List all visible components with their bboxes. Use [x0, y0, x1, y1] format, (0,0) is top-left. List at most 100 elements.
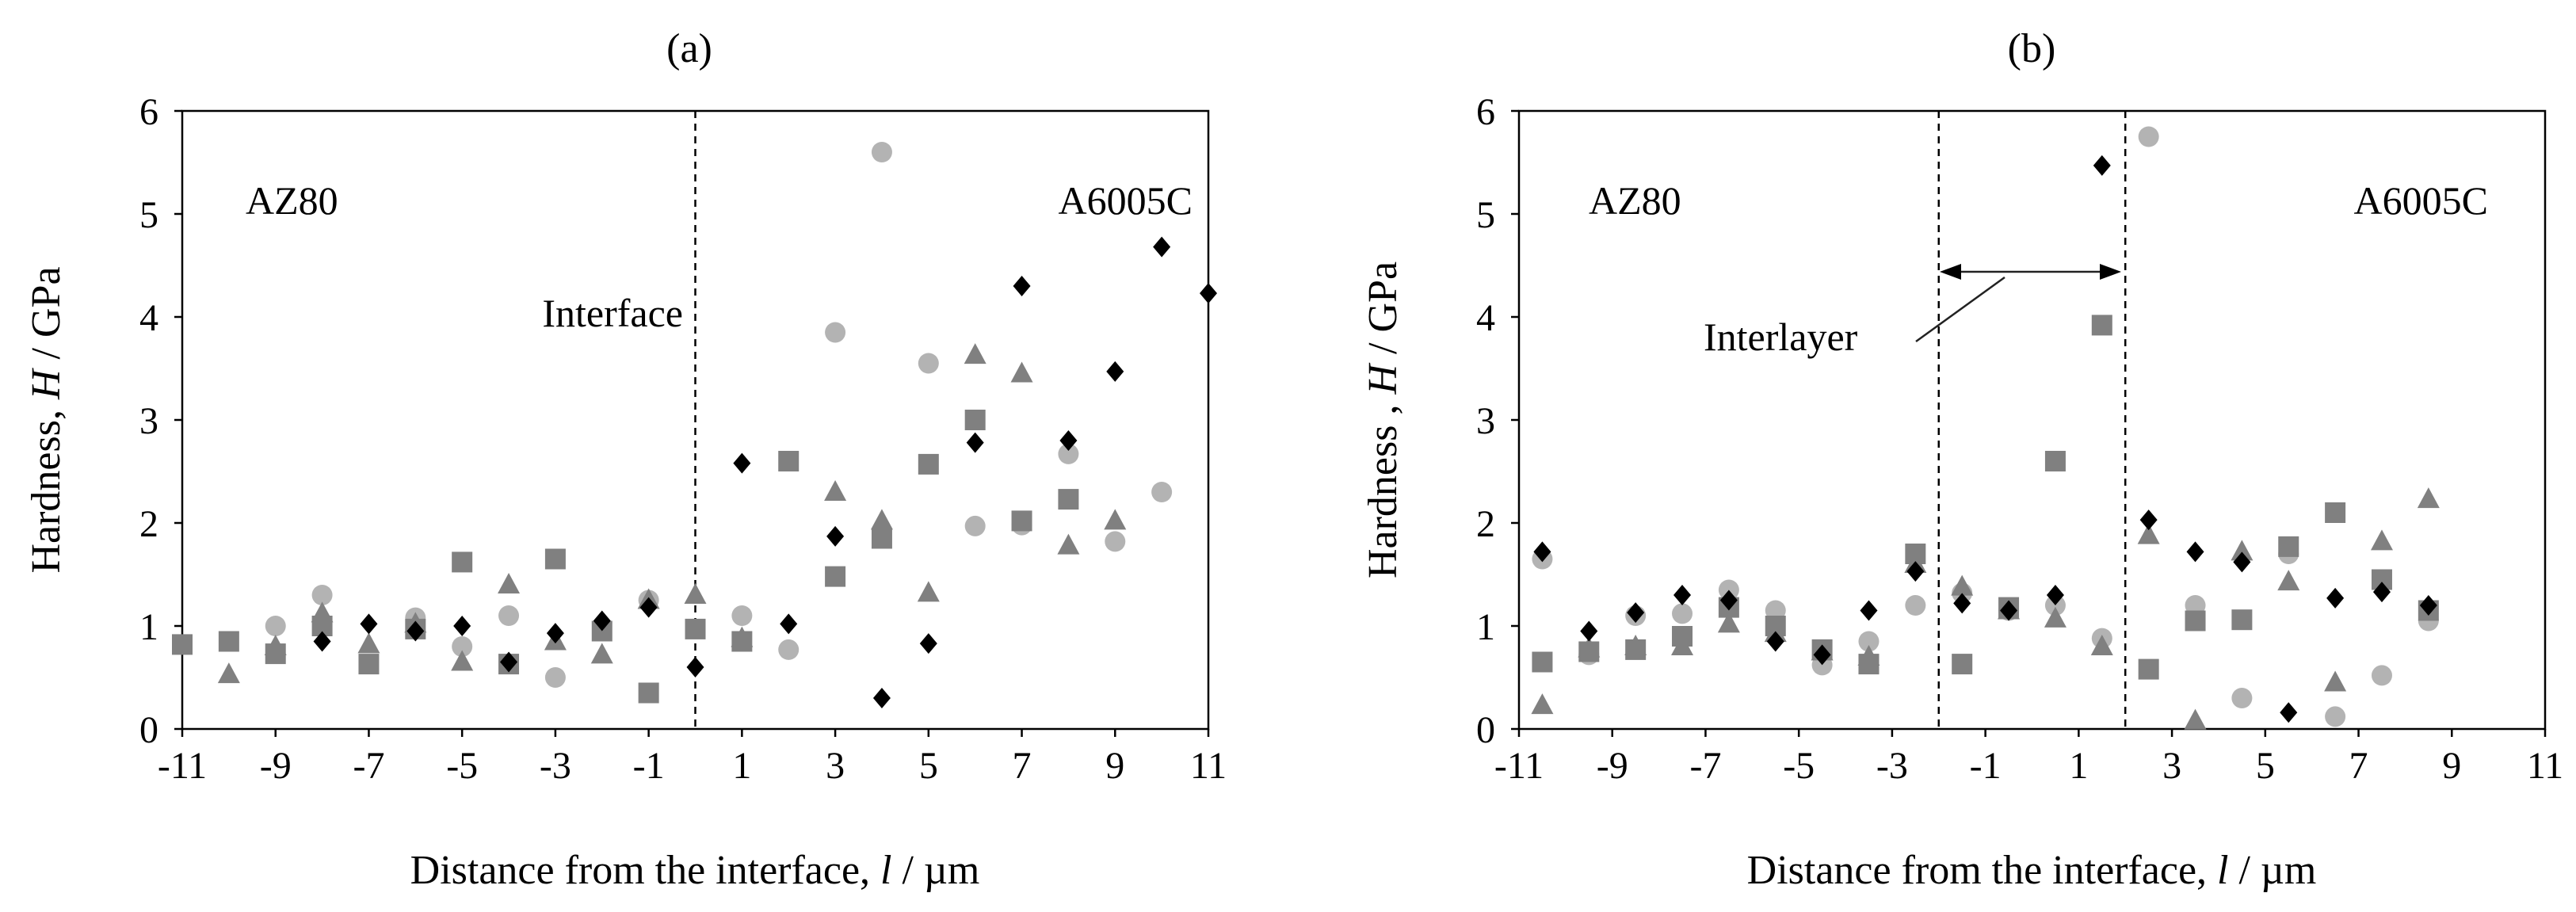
panel-a-diamond-point: [360, 613, 378, 635]
panel-b-xlabel-var: l: [2217, 848, 2228, 893]
panel-b-triangle-point: [2184, 708, 2207, 730]
panel-a-ylabel-var: H: [24, 368, 69, 400]
panel-a-x-tick-label: -5: [446, 745, 478, 787]
panel-a-diamond-point: [546, 623, 564, 644]
panel-b-diamond-point: [2419, 595, 2437, 616]
panel-b-diamond-point: [1627, 602, 1645, 624]
panel-a-square-point: [1011, 510, 1032, 532]
panel-b-x-tick-label: -1: [1970, 745, 2002, 787]
panel-b-y-axis-title: Hardness , H / GPa: [1361, 261, 1406, 578]
panel-b-y-tick-label: 0: [1476, 709, 1495, 751]
panel-a-triangle-point: [870, 509, 893, 530]
panel-b-square-point: [2138, 658, 2159, 680]
panel-b-x-tick-label: -9: [1597, 745, 1628, 787]
panel-b-square-point: [2325, 502, 2346, 523]
panel-a-ylabel-text: Hardness,: [24, 399, 69, 574]
panel-b-circle-point: [1858, 631, 1880, 652]
panel-a-square-point: [172, 634, 193, 655]
panel-a-circle-point: [1105, 531, 1126, 552]
interlayer-width-arrow: [1915, 264, 2121, 343]
panel-b-triangle-point: [2277, 570, 2300, 591]
panel-a-circle-point: [452, 636, 473, 657]
panel-b-triangle-point: [1531, 693, 1554, 715]
panel-a-square-point: [358, 654, 380, 675]
panel-b-diamond-point: [1580, 620, 1598, 642]
panel-b-diamond-point: [2046, 585, 2064, 605]
panel-a-diamond-point: [686, 657, 704, 677]
panel-b-circle-point: [2325, 706, 2346, 727]
panel-a-circle-point: [498, 605, 520, 626]
panel-b-diamond-point: [2280, 702, 2298, 723]
panel-a-diamond-point: [593, 610, 611, 632]
panel-b-interlayer-lines-group: [1937, 111, 2127, 729]
panel-a-diamond-point: [780, 613, 798, 635]
panel-a-diamond-point: [733, 452, 751, 474]
panel-a-square-point: [871, 528, 892, 549]
panel-a-circle-point: [311, 585, 333, 605]
panel-a-y-tick-label: 6: [139, 91, 158, 133]
panel-a-triangle-point: [217, 662, 240, 684]
panel-a-triangle-point: [824, 480, 847, 501]
panel-b-diamond-point: [2372, 582, 2391, 603]
panel-b-region-label-a6005c: A6005C: [2354, 178, 2488, 223]
panel-a-marks: [172, 142, 1217, 708]
panel-a-region-label-a6005c: A6005C: [1059, 178, 1193, 223]
panel-b-diamond-point: [1813, 644, 1831, 666]
interlayer-leader-line: [1915, 276, 2005, 343]
panel-a-square-point: [265, 643, 286, 665]
panel-b-y-tick-label: 3: [1476, 400, 1495, 442]
panel-a-x-tick-label: -1: [633, 745, 665, 787]
panel-b-triangle-point: [2044, 606, 2067, 628]
panel-a-y-tick-label: 4: [139, 297, 158, 339]
panel-b-triangle-point: [2137, 523, 2160, 544]
panel-a-circle-point: [544, 667, 566, 688]
panel-a-diamond-point: [500, 651, 518, 673]
panel-b-ylabel-text: Hardness ,: [1361, 395, 1406, 579]
panel-b-x-tick-label: -11: [1494, 745, 1544, 787]
panel-b-square-point: [1672, 626, 1693, 647]
panel-b-diamond-point: [2233, 551, 2251, 573]
panel-b-square-point: [1578, 641, 1600, 662]
panel-b-square-point: [1858, 654, 1880, 675]
panel-b-square-point: [1532, 651, 1553, 673]
panel-a-square-point: [638, 682, 659, 704]
panel-b-x-axis-title: Distance from the interface, l / µm: [1747, 848, 2317, 893]
panel-a-diamond-point: [966, 432, 984, 453]
panel-a-x-tick-label: -11: [158, 745, 207, 787]
panel-b-diamond-point: [1906, 561, 1925, 582]
panel-a-circle-point: [265, 616, 286, 636]
panel-b-title: (b): [2008, 26, 2056, 71]
panel-a-square-point: [544, 548, 566, 570]
panel-b-square-point: [2278, 536, 2299, 557]
panel-b-xlabel-text: Distance from the interface,: [1747, 848, 2217, 893]
panel-a-y-tick-label: 5: [139, 194, 158, 236]
panel-a-square-point: [218, 631, 239, 652]
panel-b-diamond-point: [1533, 541, 1551, 563]
panel-a-xlabel-unit: / µm: [891, 848, 979, 893]
panel-b-x-tick-label: -5: [1783, 745, 1815, 787]
panel-a-x-tick-label: 7: [1013, 745, 1032, 787]
panel-b-xlabel-unit: / µm: [2228, 848, 2316, 893]
panel-a-title: (a): [666, 26, 712, 71]
panel-b-x-tick-label: 1: [2069, 745, 2088, 787]
panel-a-x-tick-label: 9: [1105, 745, 1124, 787]
panel-a-square-point: [452, 551, 473, 573]
panel-a-triangle-point: [1057, 533, 1080, 555]
panel-b-x-tick-label: 7: [2349, 745, 2368, 787]
panel-a-x-tick-label: -9: [260, 745, 292, 787]
panel-a-xlabel-var: l: [880, 848, 891, 893]
panel-b-triangle-point: [1717, 612, 1740, 633]
panel-a-triangle-point: [964, 343, 987, 364]
panel-a-circle-point: [731, 605, 753, 626]
panel-b-x-tick-label: -7: [1689, 745, 1721, 787]
panel-a-circle-point: [825, 322, 846, 343]
panel-a-triangle-point: [1104, 509, 1127, 530]
panel-a-triangle-point: [917, 581, 940, 602]
panel-b-x-tick-label: -3: [1876, 745, 1908, 787]
panel-b-square-point: [2185, 610, 2206, 632]
panel-a-diamond-point: [639, 597, 658, 618]
panel-a-diamond-point: [406, 620, 425, 642]
panel-b-diamond-point: [1766, 631, 1784, 652]
